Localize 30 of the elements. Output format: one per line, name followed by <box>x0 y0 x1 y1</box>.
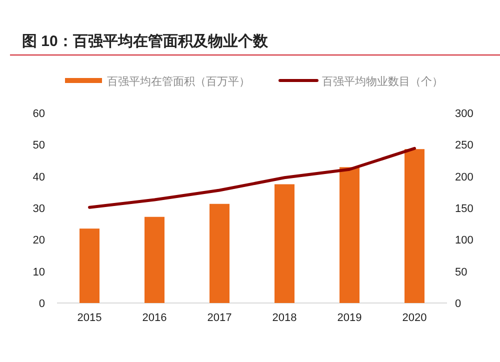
x-tick-label: 2018 <box>272 312 297 324</box>
bar <box>210 204 230 303</box>
y-tick-label: 40 <box>32 171 45 184</box>
bar <box>340 167 360 303</box>
legend-label: 百强平均在管面积（百万平） <box>107 76 250 88</box>
y-tick-label: 30 <box>32 203 45 215</box>
chart-title: 图 10：百强平均在管面积及物业个数 <box>22 33 269 50</box>
y2-tick-label: 250 <box>455 140 474 152</box>
bar <box>404 149 424 303</box>
y2-tick-label: 200 <box>455 171 474 184</box>
y2-tick-label: 0 <box>455 298 462 310</box>
y2-tick-label: 50 <box>455 266 468 278</box>
y-tick-label: 60 <box>32 108 45 120</box>
bar <box>80 228 100 303</box>
y2-tick-label: 100 <box>455 234 474 247</box>
x-tick-label: 2015 <box>77 312 102 324</box>
y-tick-label: 10 <box>32 266 45 278</box>
y2-tick-label: 300 <box>455 108 474 120</box>
y2-tick-label: 150 <box>455 203 474 215</box>
x-tick-label: 2017 <box>207 312 232 324</box>
x-tick-label: 2016 <box>142 312 167 324</box>
y-tick-label: 0 <box>38 298 45 310</box>
x-tick-label: 2020 <box>402 312 427 324</box>
bar <box>144 216 164 303</box>
bar <box>274 184 294 303</box>
legend-label: 百强平均物业数目（个） <box>322 75 443 88</box>
y-tick-label: 50 <box>32 140 45 152</box>
line-series <box>88 146 416 209</box>
y-tick-label: 20 <box>32 234 45 247</box>
x-tick-label: 2019 <box>337 312 362 324</box>
